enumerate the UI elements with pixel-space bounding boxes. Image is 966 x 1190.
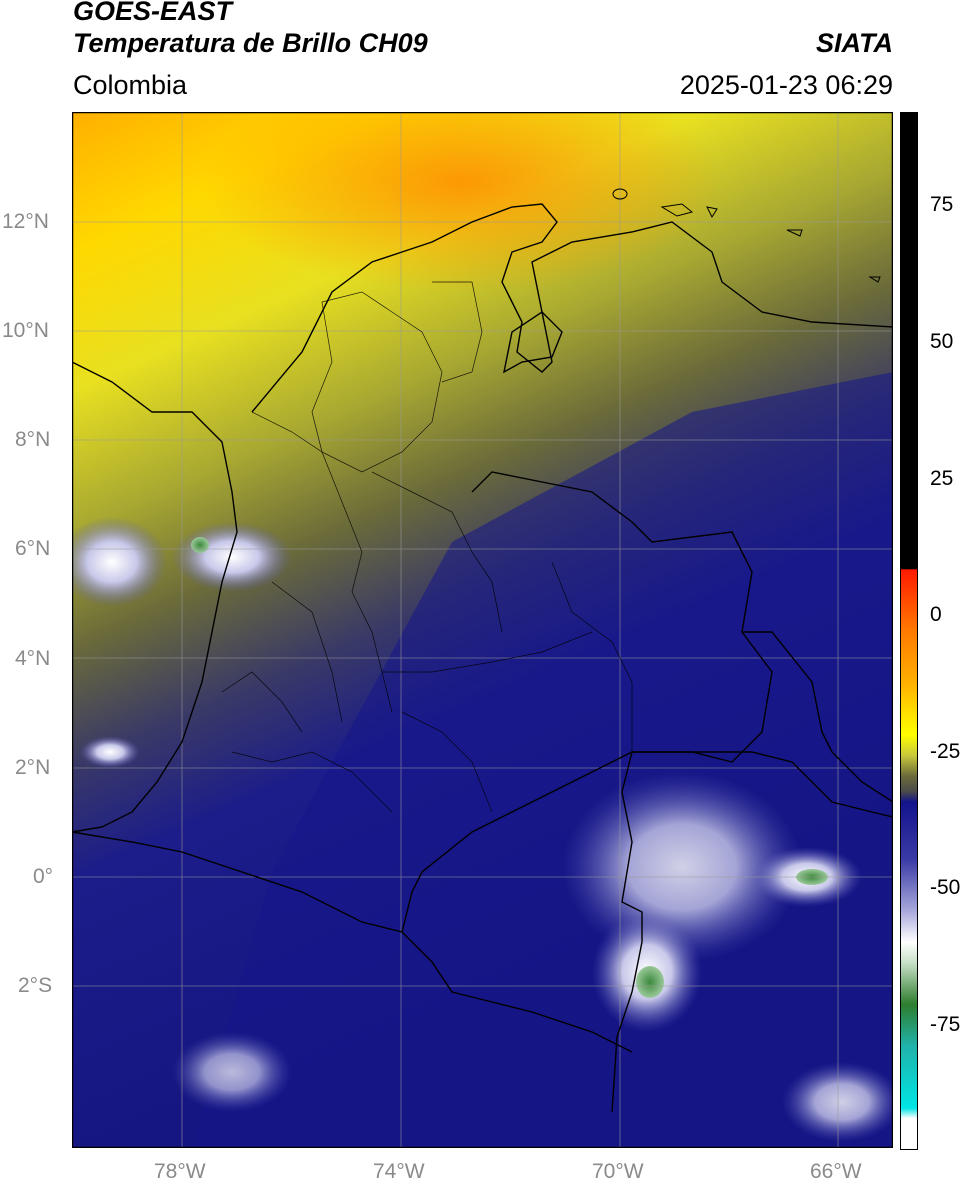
lon-tick-74w: 74°W <box>373 1160 425 1183</box>
lat-tick-8n: 8°N <box>15 428 51 451</box>
colorbar-tick-75: 75 <box>930 193 954 216</box>
satellite-title: GOES-EAST <box>73 0 233 26</box>
colorbar-tick-25: 25 <box>930 467 954 490</box>
islands <box>612 188 881 283</box>
lat-tick-6n: 6°N <box>15 537 51 560</box>
lat-tick-10n: 10°N <box>2 319 49 342</box>
colorbar-tick-minus75: -75 <box>930 1013 961 1036</box>
lat-tick-2s: 2°S <box>18 974 53 997</box>
organization-label: SIATA <box>816 28 893 58</box>
lat-tick-2n: 2°N <box>15 756 51 779</box>
colorbar-gradient <box>900 112 918 1150</box>
lat-tick-0: 0° <box>33 865 54 888</box>
department-borders <box>221 281 633 813</box>
lat-tick-4n: 4°N <box>15 647 51 670</box>
colorbar-tick-minus25: -25 <box>930 740 961 763</box>
lon-tick-78w: 78°W <box>154 1160 206 1183</box>
timestamp-label: 2025-01-23 06:29 <box>679 70 893 100</box>
map-frame <box>72 112 893 1148</box>
lat-tick-12n: 12°N <box>2 210 49 233</box>
lon-tick-66w: 66°W <box>810 1160 862 1183</box>
product-title: Temperatura de Brillo CH09 <box>73 28 428 58</box>
colorbar-tick-minus50: -50 <box>930 876 961 899</box>
colorbar-tick-50: 50 <box>930 330 954 353</box>
region-label: Colombia <box>73 70 188 100</box>
gridlines <box>72 112 893 1148</box>
colorbar <box>900 112 918 1150</box>
country-borders <box>72 203 893 1113</box>
warm-region <box>202 112 722 292</box>
colorbar-tick-0: 0 <box>930 603 942 626</box>
lon-tick-70w: 70°W <box>592 1160 644 1183</box>
satellite-map <box>72 112 893 1148</box>
